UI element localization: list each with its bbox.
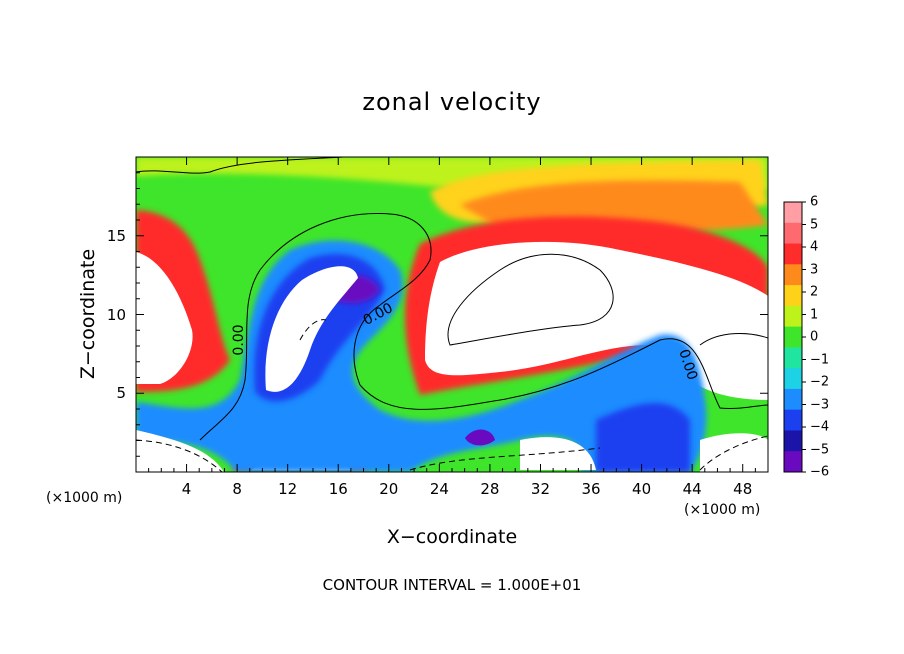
colorbar-swatch (784, 326, 802, 348)
x-tick-label: 40 (632, 480, 652, 498)
saturated-positive-left (136, 252, 193, 384)
x-tick-label: 12 (278, 480, 298, 498)
colorbar-swatch (784, 264, 802, 286)
negative-lobe-right (596, 403, 690, 472)
colorbar-label: 6 (810, 194, 819, 210)
colorbar-swatch (784, 202, 802, 224)
colorbar-label: 4 (810, 239, 819, 255)
colorbar-label: −4 (810, 419, 830, 435)
colorbar-label: 1 (810, 307, 819, 322)
contour-label: 0.00 (231, 324, 247, 355)
colorbar-swatch (784, 451, 802, 473)
colorbar-label: −2 (810, 374, 830, 390)
contour-negative-mid (409, 447, 601, 471)
colorbar-swatch (784, 285, 802, 307)
contour-negative-right (699, 435, 768, 471)
colorbar-swatch (784, 430, 802, 452)
contour-positive-loop (447, 253, 614, 346)
x-tick-label: 32 (530, 480, 551, 498)
colorbar-label: −5 (810, 442, 830, 457)
colorbar-swatch (784, 368, 802, 390)
vortex-eddy (265, 266, 358, 392)
colorbar-swatch (784, 222, 802, 245)
contour-negative-left (136, 439, 223, 472)
x-tick-label: 24 (429, 480, 449, 498)
velocity-field (136, 157, 768, 472)
x-axis-label: X−coordinate (386, 526, 518, 548)
colorbar-swatch (784, 409, 802, 431)
chart-title: zonal velocity (362, 88, 542, 116)
saturated-positive-right-edge (690, 338, 768, 400)
colorbar-label: −3 (810, 397, 830, 412)
colorbar-label: 3 (810, 262, 819, 277)
negative-spot-purple (465, 429, 495, 446)
colorbar-label: 0 (810, 329, 819, 345)
colorbar-swatch (784, 305, 802, 328)
x-tick-label: 16 (328, 480, 348, 498)
x-tick-label: 20 (379, 480, 399, 498)
colorbar-label: 2 (810, 284, 819, 300)
x-tick-label: 44 (682, 480, 702, 498)
y-tick-label: 15 (106, 226, 126, 245)
colorbar-swatch (784, 347, 802, 369)
contour-right-edge (699, 333, 768, 346)
x-tick-label: 28 (480, 480, 500, 498)
colorbar-label: −1 (810, 352, 830, 367)
contour-zero-right (359, 338, 768, 410)
y-tick-label: 5 (116, 384, 126, 403)
colorbar-swatch (784, 388, 802, 411)
x-units-right: (×1000 m) (684, 502, 761, 518)
saturated-negative-lower-left (136, 430, 224, 472)
x-tick-label: 8 (232, 480, 242, 498)
y-tick-label: 10 (106, 305, 126, 324)
colorbar-swatch (784, 243, 802, 265)
saturated-negative-lower-mid (520, 437, 596, 470)
x-units-left: (×1000 m) (46, 490, 123, 506)
x-tick-label: 4 (181, 480, 192, 498)
contour-zero-left (199, 213, 432, 441)
contour-zero-top (136, 157, 352, 174)
colorbar-label: −6 (810, 464, 830, 480)
colorbar-label: 5 (810, 217, 819, 232)
x-tick-label: 48 (733, 480, 753, 498)
contour-inner-dash (299, 319, 327, 341)
contour-interval-note: CONTOUR INTERVAL = 1.000E+01 (322, 576, 582, 594)
saturated-negative-lower-right (700, 433, 768, 472)
x-tick-label: 36 (581, 480, 601, 498)
